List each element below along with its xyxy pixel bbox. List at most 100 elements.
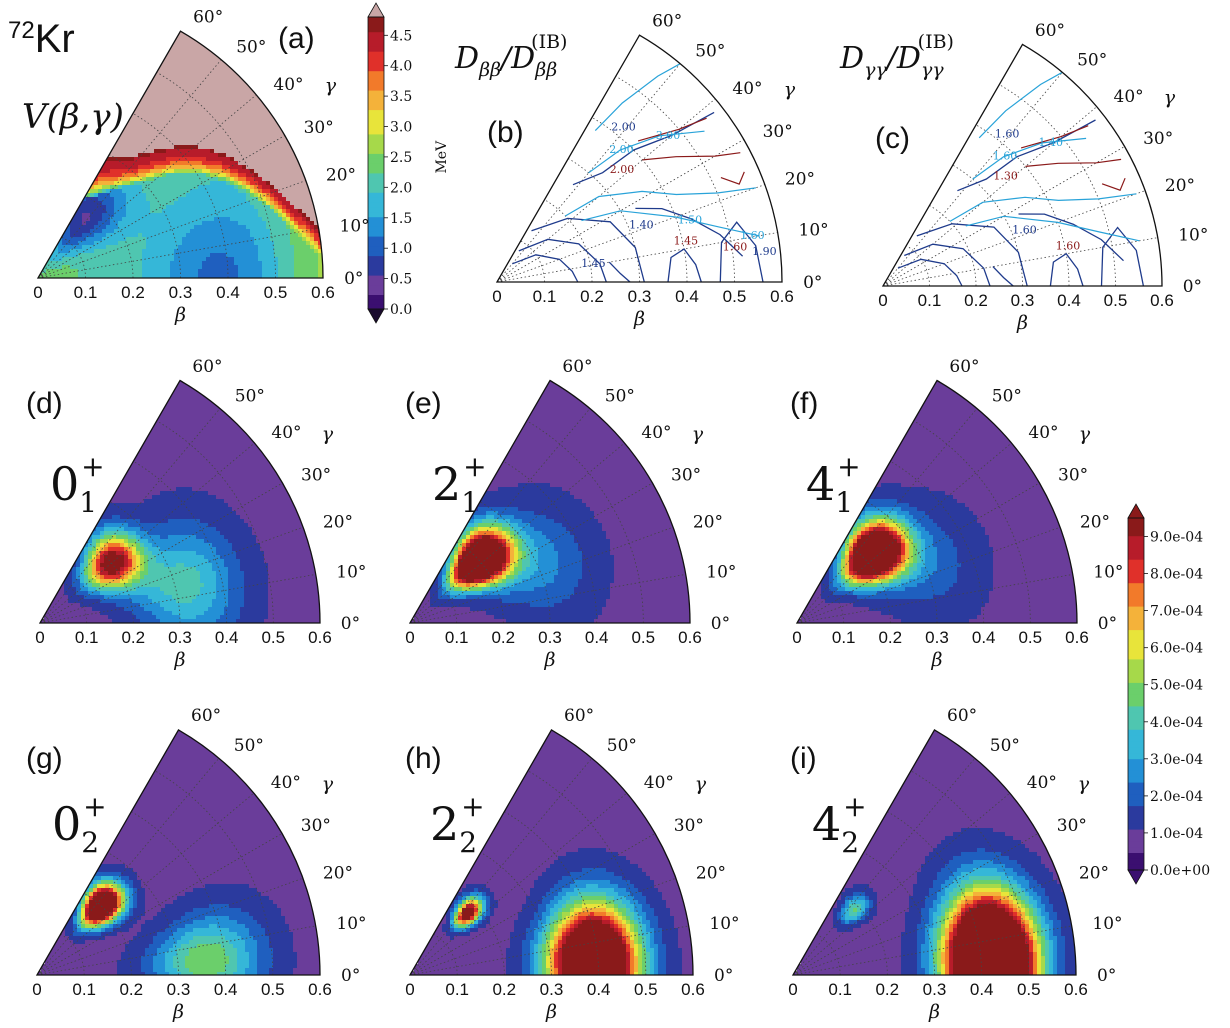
field-cell xyxy=(188,615,193,620)
field-cell xyxy=(152,531,157,536)
field-cell xyxy=(128,451,133,456)
field-cell xyxy=(234,181,239,186)
field-cell xyxy=(216,451,221,456)
field-cell xyxy=(274,261,279,266)
field-cell xyxy=(190,117,195,122)
field-cell xyxy=(126,225,131,230)
field-cell xyxy=(206,153,211,158)
field-cell xyxy=(198,201,203,206)
field-cell xyxy=(222,113,227,118)
field-cell xyxy=(182,205,187,210)
field-cell xyxy=(174,121,179,126)
field-cell xyxy=(154,249,159,254)
field-cell xyxy=(202,149,207,154)
field-cell xyxy=(282,141,287,146)
field-cell xyxy=(196,459,201,464)
field-cell xyxy=(250,257,255,262)
field-cell xyxy=(122,153,127,158)
field-cell xyxy=(238,209,243,214)
field-cell xyxy=(246,85,251,90)
field-cell xyxy=(226,165,231,170)
field-cell xyxy=(118,157,123,162)
field-cell xyxy=(194,57,199,62)
field-cell xyxy=(188,515,193,520)
field-cell xyxy=(116,471,121,476)
field-cell xyxy=(152,607,157,612)
field-cell xyxy=(226,257,231,262)
field-cell xyxy=(142,213,147,218)
field-cell xyxy=(218,125,223,130)
field-cell xyxy=(136,611,141,616)
beta-tick-label: 0.3 xyxy=(628,287,652,306)
field-cell xyxy=(194,69,199,74)
field-cell xyxy=(120,603,125,608)
field-cell xyxy=(306,225,311,230)
field-cell xyxy=(124,611,129,616)
field-cell xyxy=(174,165,179,170)
field-cell xyxy=(230,101,235,106)
field-cell xyxy=(134,185,139,190)
field-cell xyxy=(154,93,159,98)
field-cell xyxy=(146,101,151,106)
field-cell xyxy=(152,595,157,600)
field-cell xyxy=(234,85,239,90)
field-cell xyxy=(198,249,203,254)
field-cell xyxy=(154,217,159,222)
field-cell xyxy=(206,141,211,146)
field-cell xyxy=(254,149,259,154)
field-cell xyxy=(130,225,135,230)
field-cell xyxy=(290,177,295,182)
field-cell xyxy=(216,407,221,412)
field-cell xyxy=(132,439,137,444)
field-cell xyxy=(182,253,187,258)
field-cell xyxy=(108,539,113,544)
field-cell xyxy=(154,237,159,242)
field-cell xyxy=(314,229,319,234)
field-cell xyxy=(132,599,137,604)
field-cell xyxy=(274,193,279,198)
field-cell xyxy=(196,559,201,564)
field-cell xyxy=(112,619,117,623)
field-cell xyxy=(210,141,215,146)
field-cell xyxy=(154,133,159,138)
field-cell xyxy=(294,205,299,210)
field-cell xyxy=(104,587,109,592)
field-cell xyxy=(170,201,175,206)
field-cell xyxy=(48,619,53,623)
field-cell xyxy=(116,515,121,520)
field-cell xyxy=(108,587,113,592)
field-cell xyxy=(154,53,159,58)
field-cell xyxy=(184,531,189,536)
field-cell xyxy=(140,595,145,600)
panel-c: 1.601.601.301.401.601.600 0.1 0.2 0.3 0.4 0.5… xyxy=(875,21,1208,334)
field-cell xyxy=(196,539,201,544)
field-cell xyxy=(278,169,283,174)
field-cell xyxy=(140,615,145,620)
field-cell xyxy=(298,181,303,186)
field-cell xyxy=(286,217,291,222)
field-cell xyxy=(156,579,161,584)
field-cell xyxy=(262,109,267,114)
field-cell xyxy=(262,213,267,218)
field-cell xyxy=(164,495,169,500)
field-cell xyxy=(266,189,271,194)
field-cell xyxy=(70,257,75,262)
field-cell xyxy=(150,97,155,102)
field-cell xyxy=(202,225,207,230)
field-cell xyxy=(294,161,299,166)
field-cell xyxy=(180,587,185,592)
field-cell xyxy=(282,189,287,194)
field-cell xyxy=(64,579,69,584)
field-cell xyxy=(72,607,77,612)
field-cell xyxy=(170,257,175,262)
field-cell xyxy=(166,233,171,238)
field-cell xyxy=(92,519,97,524)
field-cell xyxy=(180,615,185,620)
field-cell xyxy=(160,435,165,440)
field-cell xyxy=(238,125,243,130)
field-cell xyxy=(154,185,159,190)
field-cell xyxy=(160,443,165,448)
field-cell xyxy=(222,209,227,214)
field-cell xyxy=(94,209,99,214)
gamma-tick-label: 10° xyxy=(799,221,829,241)
